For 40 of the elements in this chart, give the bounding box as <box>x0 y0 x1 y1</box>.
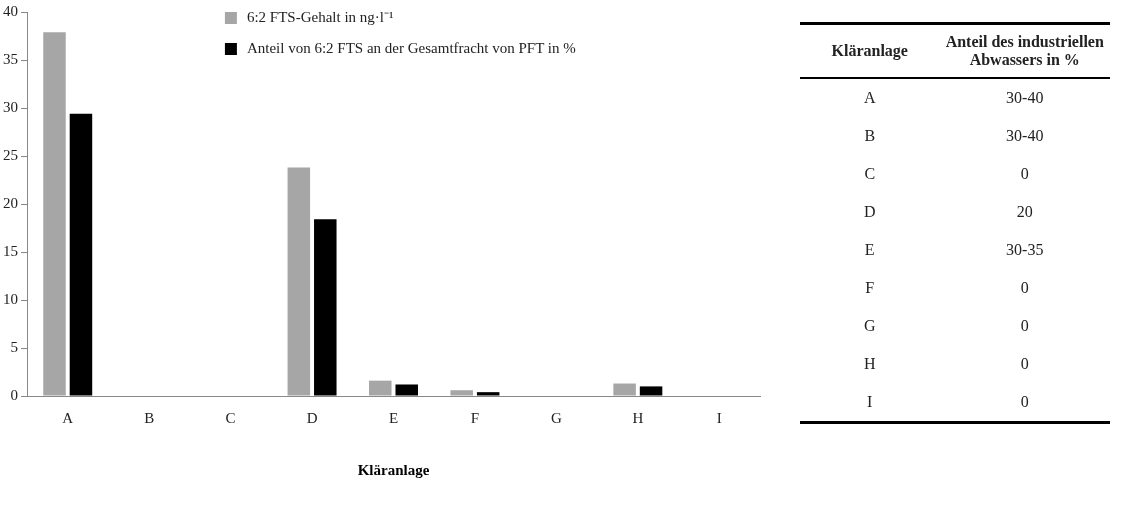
text: B <box>863 126 877 146</box>
text: Kläranlage <box>800 23 940 78</box>
y-tick-label: 10 <box>3 290 18 307</box>
text: 0 <box>1019 164 1030 184</box>
text: Anteil des industriellen Abwassers in % <box>939 23 1110 78</box>
y-tick-label: 30 <box>3 98 18 115</box>
text: F <box>864 278 876 298</box>
text: 0 <box>1019 354 1030 374</box>
text: 0 <box>1019 278 1030 298</box>
y-tick-label: 40 <box>3 2 18 19</box>
x-tick-label: A <box>62 409 74 426</box>
text: 0 <box>1019 316 1030 336</box>
y-tick-label: 0 <box>10 386 18 403</box>
x-tick-label: C <box>225 409 236 426</box>
text: 30-40 <box>1005 126 1045 146</box>
x-tick-label: H <box>632 409 644 426</box>
text: H <box>862 354 877 374</box>
text: 20 <box>1015 202 1034 222</box>
text: 30-35 <box>1005 240 1045 260</box>
text: A <box>862 88 877 108</box>
text: C <box>863 164 877 184</box>
x-tick-label: G <box>550 409 562 426</box>
y-tick-label: 20 <box>3 194 18 211</box>
x-tick-label: E <box>388 409 399 426</box>
x-tick-label: B <box>144 409 155 426</box>
y-tick-label: 5 <box>10 338 18 355</box>
text: G <box>862 316 877 336</box>
x-tick-label: I <box>716 409 722 426</box>
y-tick-label: 35 <box>3 50 18 67</box>
x-tick-label: D <box>306 409 318 426</box>
legend-label: 6:2 FTS-Gehalt in ng·l⁻¹ <box>246 8 394 25</box>
text: D <box>862 202 877 222</box>
y-tick-label: 15 <box>3 242 18 259</box>
text: 30-40 <box>1005 88 1045 108</box>
x-axis-title: Kläranlage <box>357 461 430 478</box>
legend-label: Anteil von 6:2 FTS an der Gesamtfracht von PFT in % <box>246 39 576 56</box>
text: E <box>863 240 876 260</box>
y-tick-label: 25 <box>3 146 18 163</box>
x-tick-label: F <box>470 409 480 426</box>
text: 0 <box>939 383 1110 423</box>
